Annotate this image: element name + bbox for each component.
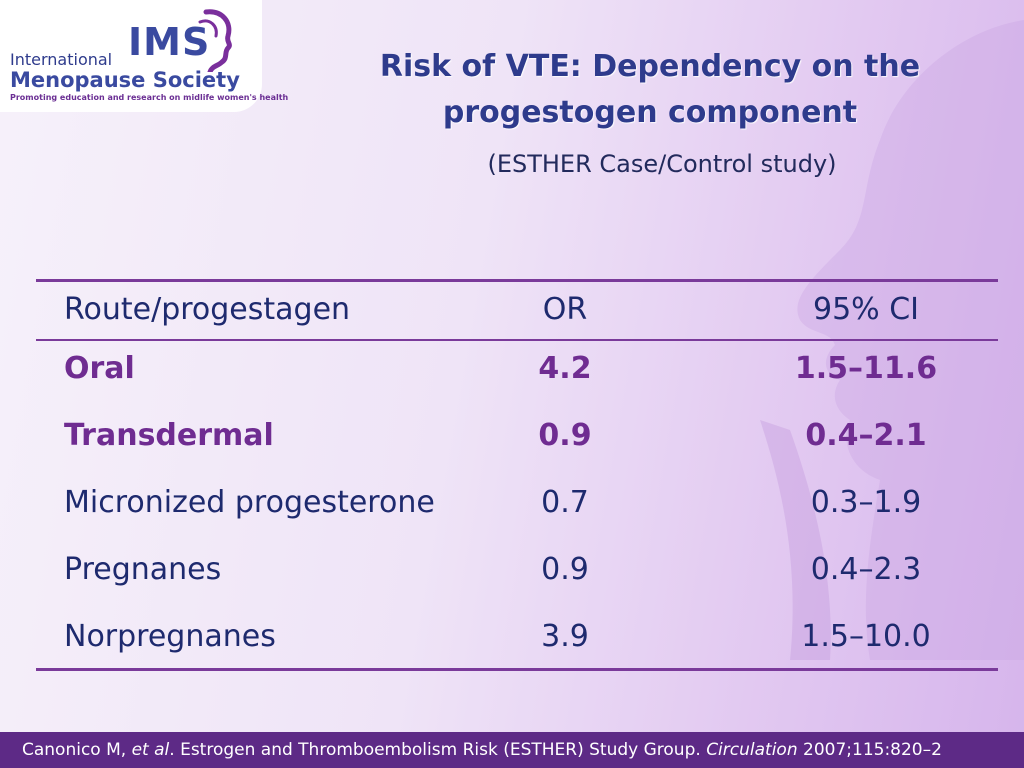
row-or: 4.2 <box>538 351 592 386</box>
citation-et-al: et al <box>131 740 170 760</box>
slide-title-line-2: progestogen component <box>442 95 858 130</box>
table-row: Transdermal 0.9 0.4–2.1 <box>0 418 1024 458</box>
row-label: Oral <box>64 351 135 386</box>
row-ci: 0.3–1.9 <box>810 485 922 520</box>
logo-ims-text: IMS <box>128 20 211 64</box>
table-bottom-rule <box>36 668 998 671</box>
table-row: Oral 4.2 1.5–11.6 <box>0 351 1024 391</box>
row-or: 0.7 <box>541 485 589 520</box>
header-ci: 95% CI <box>812 292 919 327</box>
logo-line-society: Menopause Society <box>10 68 240 92</box>
header-route: Route/progestagen <box>64 292 351 327</box>
table-row: Norpregnanes 3.9 1.5–10.0 <box>0 619 1024 659</box>
row-or: 3.9 <box>541 619 589 654</box>
row-label: Transdermal <box>64 418 274 453</box>
slide-title: Risk of VTE: Dependency on the progestog… <box>340 44 960 136</box>
table-row: Micronized progesterone 0.7 0.3–1.9 <box>0 485 1024 525</box>
table-top-rule <box>36 279 998 282</box>
citation-journal: Circulation <box>706 740 798 760</box>
table-header-rule <box>36 339 998 341</box>
table-header-row: Route/progestagen OR 95% CI <box>0 292 1024 332</box>
header-or: OR <box>542 292 588 327</box>
row-ci: 0.4–2.3 <box>810 552 922 587</box>
row-ci: 1.5–10.0 <box>801 619 931 654</box>
row-or: 0.9 <box>541 552 589 587</box>
row-label: Norpregnanes <box>64 619 276 654</box>
row-or: 0.9 <box>538 418 592 453</box>
table-row: Pregnanes 0.9 0.4–2.3 <box>0 552 1024 592</box>
citation-footer: Canonico M, et al. Estrogen and Thromboe… <box>0 732 1024 768</box>
row-ci: 0.4–2.1 <box>805 418 927 453</box>
row-label: Pregnanes <box>64 552 222 587</box>
woman-profile-icon <box>198 9 232 72</box>
ims-logo: IMS International Menopause Society Prom… <box>0 0 288 112</box>
citation-authors: Canonico M, <box>22 740 132 760</box>
row-ci: 1.5–11.6 <box>794 351 938 386</box>
logo-line-international: International <box>10 50 113 69</box>
slide-subtitle: (ESTHER Case/Control study) <box>487 150 837 178</box>
logo-tagline: Promoting education and research on midl… <box>10 93 289 102</box>
row-label: Micronized progesterone <box>64 485 435 520</box>
citation-title: . Estrogen and Thromboembolism Risk (EST… <box>169 740 707 760</box>
slide-title-line-1: Risk of VTE: Dependency on the <box>379 49 921 84</box>
citation-reference: 2007;115:820–2 <box>797 740 942 760</box>
